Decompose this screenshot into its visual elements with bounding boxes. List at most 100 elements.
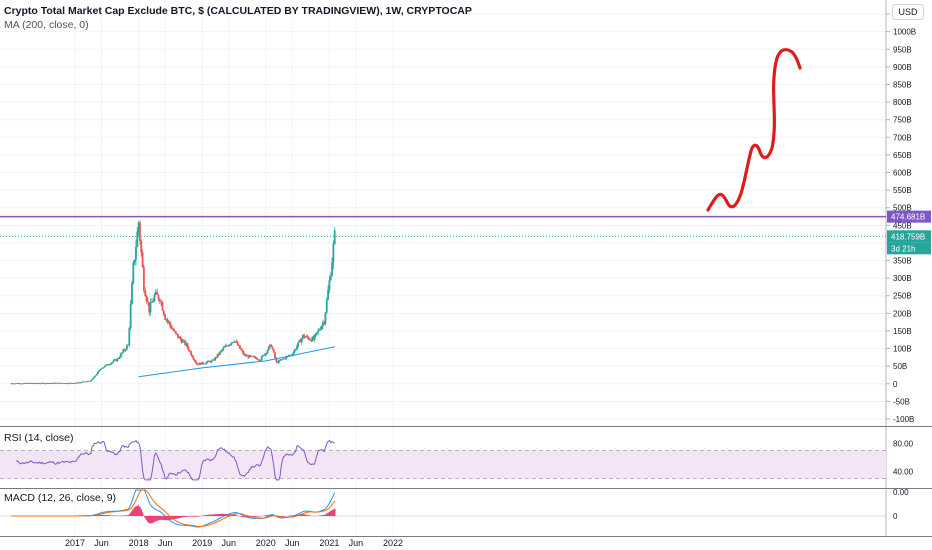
time-tick-label: Jun	[349, 538, 364, 548]
price-tick-label: 700B	[893, 133, 912, 142]
candle	[249, 354, 252, 358]
candle	[270, 343, 272, 348]
candle-body	[133, 259, 136, 263]
candle-body	[221, 349, 224, 351]
candle-body	[140, 240, 143, 253]
candle-body	[106, 364, 109, 366]
candle-body	[107, 364, 110, 366]
macd-hist-bar	[322, 515, 324, 516]
candle-body	[15, 383, 18, 385]
candle	[162, 310, 165, 317]
candle	[181, 338, 184, 343]
candle-body	[26, 383, 29, 384]
macd-hist-bar	[329, 511, 332, 516]
candle	[271, 345, 274, 350]
candle-body	[104, 365, 107, 367]
macd-hist-bar	[323, 514, 325, 516]
macd-hist-bar	[242, 516, 245, 518]
macd-hist-bar	[327, 512, 329, 516]
macd-hist-bar	[169, 516, 171, 520]
candle-body	[180, 339, 183, 343]
candle-body	[310, 339, 313, 342]
candle	[205, 361, 208, 365]
candle	[153, 292, 156, 303]
candle-body	[31, 383, 34, 384]
candle-body	[25, 382, 27, 384]
candle-body	[136, 231, 139, 247]
candle-body	[120, 353, 122, 357]
candle	[59, 382, 62, 384]
candle	[15, 383, 18, 385]
time-tick-label: 2018	[129, 538, 149, 548]
candle	[281, 358, 284, 361]
candle-body	[80, 382, 83, 384]
macd-hist-bar	[161, 516, 164, 520]
macd-hist-bar	[98, 515, 100, 516]
candle	[98, 370, 101, 372]
candle-body	[22, 383, 25, 384]
candle-body	[116, 358, 119, 361]
macd-hist-bar	[214, 514, 216, 516]
macd-hist-bar	[164, 516, 166, 521]
candle-body	[292, 352, 295, 356]
candle-body	[272, 349, 275, 353]
candle-body	[174, 330, 177, 334]
candle-body	[78, 382, 81, 384]
candle	[91, 379, 93, 381]
candle	[190, 350, 192, 356]
candle-body	[17, 383, 20, 385]
candle-body	[288, 354, 291, 356]
candle	[299, 338, 302, 343]
candle	[248, 354, 251, 358]
candle-body	[87, 381, 90, 383]
candle	[47, 382, 49, 384]
candle	[215, 356, 218, 359]
macd-hist-bar	[319, 515, 322, 516]
candle	[183, 338, 185, 343]
candle-body	[284, 358, 286, 360]
candle-body	[91, 379, 93, 381]
candle	[218, 351, 221, 356]
price-tick-label: -50B	[893, 397, 910, 406]
macd-hist-bar	[149, 516, 152, 524]
candle	[304, 336, 307, 338]
currency-button[interactable]: USD	[892, 4, 924, 20]
candle-body	[72, 383, 75, 385]
candle-body	[173, 330, 176, 332]
candle-body	[58, 382, 60, 384]
candle	[64, 382, 67, 384]
candle-body	[238, 345, 241, 349]
macd-hist-bar	[167, 516, 170, 521]
candle-body	[275, 358, 278, 363]
candle-body	[311, 337, 314, 342]
macd-hist-bar	[252, 516, 254, 517]
candle-body	[55, 382, 58, 384]
candle	[322, 319, 324, 329]
macd-hist-bar	[254, 516, 257, 517]
candle	[124, 348, 127, 352]
candle	[95, 373, 98, 376]
countdown-badge-bg	[887, 242, 931, 255]
price-tick-label: 500B	[893, 204, 912, 213]
candle	[264, 352, 267, 357]
candle	[209, 360, 212, 363]
last-price-badge-bg	[887, 230, 931, 243]
candle-body	[44, 383, 47, 385]
candle-body	[175, 333, 178, 335]
candle-body	[257, 359, 259, 361]
candle	[70, 382, 73, 384]
candle	[257, 358, 259, 361]
candle-body	[203, 363, 206, 365]
candle	[49, 382, 52, 385]
price-tick-label: 250B	[893, 292, 912, 301]
candle-body	[329, 276, 332, 281]
macd-hist-bar	[281, 516, 284, 517]
candle	[192, 355, 195, 361]
candle	[26, 382, 29, 384]
candle	[221, 349, 224, 353]
candle-body	[251, 356, 253, 357]
candle	[93, 375, 96, 379]
candle	[267, 346, 270, 351]
rsi-line	[16, 439, 335, 481]
